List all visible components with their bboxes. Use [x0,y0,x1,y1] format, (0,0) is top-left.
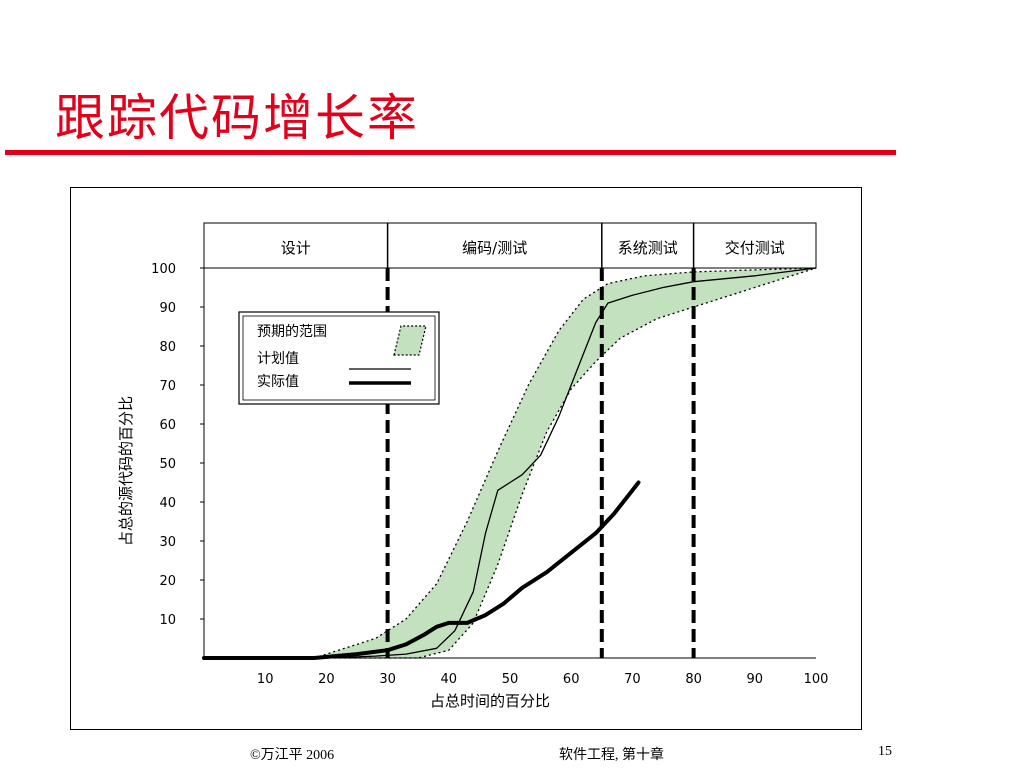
x-tick-label-60: 60 [563,672,580,687]
y-tick-label-50: 50 [159,457,176,472]
phase-label-3: 系统测试 [618,239,678,257]
phase-label-2: 编码/测试 [462,239,527,257]
y-tick-label-40: 40 [159,496,176,511]
y-tick-label-60: 60 [159,418,176,433]
x-tick-label-30: 30 [379,672,396,687]
x-tick-label-50: 50 [502,672,519,687]
y-tick-label-10: 10 [159,613,176,628]
x-tick-label-70: 70 [624,672,641,687]
title-underline [5,150,896,155]
y-axis-title: 占总的源代码的百分比 [117,396,135,546]
y-tick-label-70: 70 [159,379,176,394]
footer-page-number: 15 [878,744,892,759]
x-tick-label-10: 10 [257,672,274,687]
x-axis-title: 占总时间的百分比 [430,692,550,710]
legend-label-actual: 实际值 [257,374,299,390]
y-tick-label-100: 100 [151,262,176,277]
x-tick-label-90: 90 [747,672,764,687]
phase-label-1: 设计 [281,239,311,257]
x-tick-label-40: 40 [441,672,458,687]
legend-label-expected-range: 预期的范围 [257,323,327,340]
y-tick-label-80: 80 [159,340,176,355]
x-tick-label-20: 20 [318,672,335,687]
code-growth-chart: 设计 编码/测试 系统测试 交付测试 10 20 30 40 50 60 70 80 90 100 10 20… [117,222,829,710]
legend-label-planned: 计划值 [257,351,299,367]
y-tick-label-90: 90 [159,301,176,316]
actual-value-line [202,480,641,660]
legend-swatch-expected-range [393,325,427,356]
footer-course-name: 软件工程, 第十章 [559,748,664,763]
phase-label-4: 交付测试 [725,239,785,257]
phase-header-box [203,222,817,269]
y-tick-label-20: 20 [159,574,176,589]
figure-frame: 设计 编码/测试 系统测试 交付测试 10 20 30 40 50 60 70 80 90 100 10 20… [70,187,862,730]
x-tick-label-80: 80 [685,672,702,687]
expected-range-band [314,268,816,658]
slide-title: 跟踪代码增长率 [55,89,419,147]
y-tick-label-30: 30 [159,535,176,550]
legend-inner-border [242,315,436,401]
planned-value-line [203,267,817,659]
footer-copyright: ©万江平 2006 [250,748,335,763]
x-tick-label-100: 100 [804,672,829,687]
